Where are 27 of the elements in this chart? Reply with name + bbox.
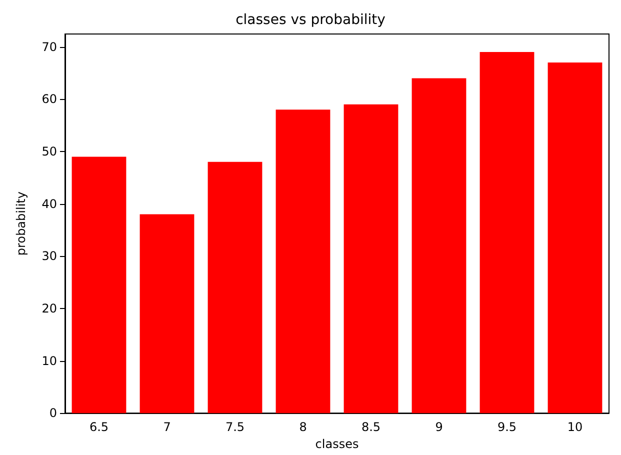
y-tick-label: 10 — [42, 354, 57, 368]
chart-title: classes vs probability — [236, 12, 386, 28]
bar — [72, 156, 126, 414]
y-tick-label: 60 — [42, 92, 57, 106]
y-tick-label: 20 — [42, 301, 57, 316]
x-tick-label: 8.5 — [361, 420, 381, 434]
x-axis-title: classes — [315, 437, 359, 451]
bar — [344, 104, 398, 414]
bar — [548, 62, 602, 414]
y-tick-label: 50 — [42, 144, 57, 158]
y-tick-label: 0 — [49, 406, 57, 420]
x-tick-label: 9.5 — [497, 420, 517, 434]
bar — [140, 214, 194, 414]
bar — [276, 110, 330, 414]
x-tick-label: 8 — [299, 420, 307, 434]
bar — [412, 78, 466, 414]
x-tick-label: 7.5 — [225, 420, 245, 434]
y-axis-title: probability — [14, 192, 28, 256]
y-tick-label: 30 — [42, 249, 57, 264]
bar — [208, 162, 262, 414]
x-tick-label: 7 — [163, 420, 171, 434]
bar — [480, 52, 534, 414]
y-tick-label: 40 — [42, 196, 57, 211]
x-tick-label: 9 — [435, 420, 443, 434]
x-tick-label: 10 — [567, 420, 583, 434]
x-tick-label: 6.5 — [89, 420, 109, 434]
y-tick-label: 70 — [42, 40, 57, 54]
